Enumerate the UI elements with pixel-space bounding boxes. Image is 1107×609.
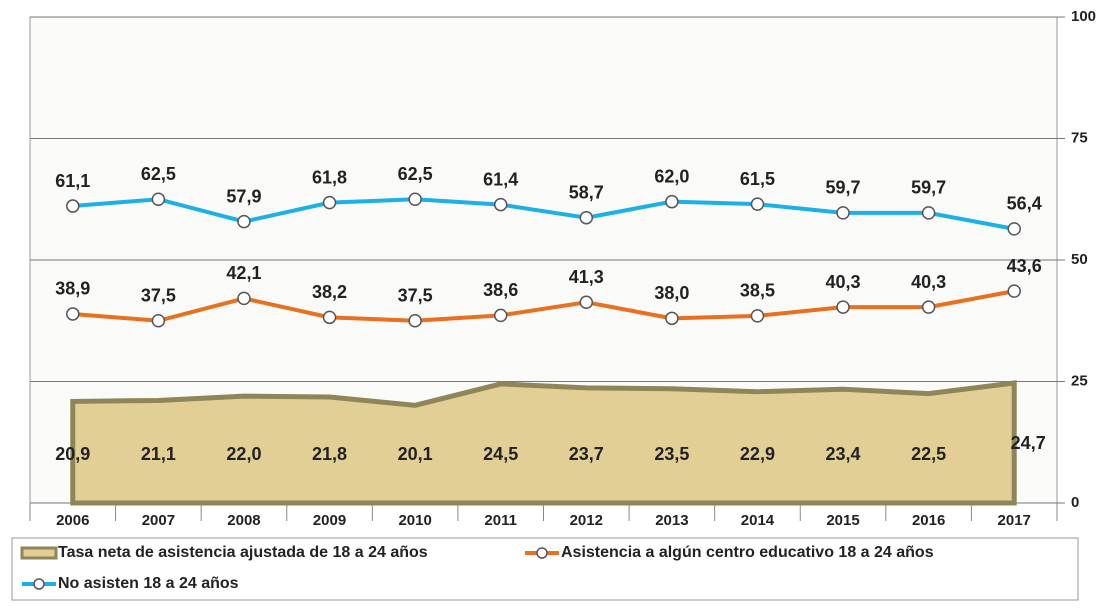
marker: [750, 309, 765, 323]
data-label: 37,5: [141, 286, 176, 306]
data-label: 38,9: [55, 279, 90, 299]
marker: [493, 197, 508, 212]
marker: [750, 197, 765, 211]
x-tick-label: 2008: [227, 512, 260, 529]
marker: [1007, 284, 1021, 298]
data-label: 59,7: [911, 178, 946, 198]
x-tick-label: 2009: [313, 512, 346, 529]
data-label: 38,5: [740, 281, 775, 301]
data-label: 41,3: [569, 267, 604, 287]
data-label: 56,4: [1007, 194, 1042, 214]
data-label: 24,5: [483, 444, 518, 464]
x-tick-label: 2011: [484, 512, 517, 529]
data-label: 38,6: [483, 280, 518, 300]
x-tick-label: 2013: [655, 512, 688, 529]
y-tick-label: 0: [1071, 494, 1079, 511]
data-label: 62,5: [398, 164, 433, 184]
x-tick-label: 2015: [826, 512, 859, 529]
marker: [665, 311, 679, 326]
data-label: 40,3: [826, 272, 861, 292]
data-label: 42,1: [226, 263, 261, 283]
marker: [151, 314, 166, 328]
marker: [322, 195, 337, 210]
marker: [151, 192, 166, 206]
data-label: 21,1: [141, 444, 176, 464]
y-tick-label: 50: [1071, 251, 1088, 268]
data-label: 38,0: [654, 283, 689, 303]
data-label: 22,9: [740, 444, 775, 464]
marker: [921, 300, 936, 314]
legend-marker: [33, 578, 45, 590]
area: [70, 380, 1017, 506]
x-tick-label: 2007: [142, 512, 175, 529]
data-label: 22,5: [911, 444, 946, 464]
legend-swatch: [20, 546, 58, 560]
legend-label: No asisten 18 a 24 años: [58, 575, 239, 592]
data-label: 22,0: [226, 444, 261, 464]
legend-marker: [536, 547, 548, 559]
marker: [579, 295, 594, 310]
marker: [1007, 222, 1021, 236]
data-label: 23,5: [654, 444, 689, 464]
x-tick-label: 2016: [912, 512, 945, 529]
marker: [408, 314, 422, 328]
data-label: 20,1: [398, 444, 433, 464]
data-label: 61,4: [483, 169, 518, 189]
x-tick-label: 2010: [398, 512, 431, 529]
x-tick-label: 2017: [998, 512, 1031, 529]
data-label: 57,9: [226, 186, 261, 206]
marker: [66, 307, 80, 321]
marker: [836, 300, 850, 314]
marker: [493, 308, 508, 323]
marker: [237, 214, 251, 229]
data-label: 59,7: [826, 178, 861, 198]
line: [72, 197, 1015, 231]
x-tick-label: 2006: [56, 512, 89, 529]
y-tick-label: 25: [1071, 372, 1088, 389]
line: [72, 289, 1015, 323]
marker: [836, 206, 850, 220]
data-label: 24,7: [1011, 433, 1046, 453]
data-label: 37,5: [398, 286, 433, 306]
data-label: 43,6: [1007, 256, 1042, 276]
y-tick-label: 75: [1071, 129, 1088, 146]
data-label: 61,5: [740, 169, 775, 189]
data-label: 62,5: [141, 164, 176, 184]
marker: [322, 310, 337, 325]
marker: [921, 206, 936, 220]
data-label: 21,8: [312, 444, 347, 464]
legend-label: Asistencia a algún centro educativo 18 a…: [561, 544, 934, 561]
marker: [408, 192, 422, 206]
data-label: 58,7: [569, 182, 604, 202]
marker: [665, 194, 679, 209]
x-tick-label: 2014: [741, 512, 775, 529]
data-label: 61,8: [312, 167, 347, 187]
data-label: 20,9: [55, 444, 90, 464]
data-label: 23,7: [569, 444, 604, 464]
data-label: 61,1: [55, 171, 90, 191]
data-label: 23,4: [826, 444, 861, 464]
data-label: 40,3: [911, 272, 946, 292]
y-tick-label: 100: [1071, 8, 1096, 25]
data-label: 38,2: [312, 282, 347, 302]
legend-label: Tasa neta de asistencia ajustada de 18 a…: [58, 544, 428, 561]
x-tick-label: 2012: [570, 512, 603, 529]
data-label: 62,0: [654, 166, 689, 186]
marker: [66, 199, 80, 213]
marker: [579, 210, 594, 225]
marker: [237, 291, 251, 306]
